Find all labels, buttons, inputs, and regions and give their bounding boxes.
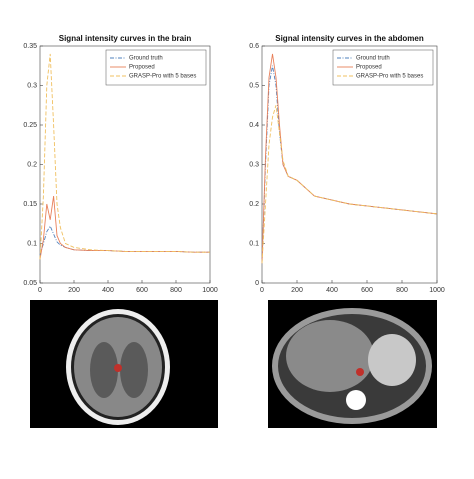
series-line [39, 53, 210, 260]
y-tick-label: 0.4 [249, 122, 259, 129]
x-tick-label: 800 [396, 287, 408, 294]
x-tick-label: 600 [361, 287, 373, 294]
series-line [261, 105, 438, 264]
chart-title: Signal intensity curves in the brain [59, 34, 192, 43]
y-tick-label: 0.6 [249, 43, 259, 50]
y-tick-label: 0.1 [249, 240, 259, 247]
x-tick-label: 400 [102, 287, 114, 294]
x-tick-label: 200 [68, 287, 80, 294]
y-tick-label: 0.1 [27, 240, 37, 247]
x-tick-label: 200 [291, 287, 303, 294]
legend-label: Ground truth [129, 56, 163, 62]
y-tick-label: 0.25 [23, 122, 37, 129]
y-tick-label: 0.5 [249, 82, 259, 89]
x-tick-label: 1000 [429, 287, 445, 294]
x-tick-label: 400 [326, 287, 338, 294]
x-tick-label: 600 [136, 287, 148, 294]
x-tick-label: 0 [260, 287, 264, 294]
abdomen-image [268, 300, 437, 428]
legend-label: Proposed [356, 65, 382, 71]
legend-label: Proposed [129, 65, 155, 71]
legend-box [105, 49, 207, 86]
y-tick-label: 0.05 [23, 280, 37, 287]
plot-area [39, 45, 211, 284]
chart-title: Signal intensity curves in the abdomen [275, 34, 424, 43]
legend-label: Ground truth [356, 56, 390, 62]
x-tick-label: 1000 [202, 287, 218, 294]
x-tick-label: 800 [170, 287, 182, 294]
legend-box [332, 49, 434, 86]
x-tick-label: 0 [38, 287, 42, 294]
series-line [39, 196, 210, 260]
legend-label: GRASP-Pro with 5 bases [129, 74, 196, 80]
y-tick-label: 0 [255, 280, 259, 287]
y-tick-label: 0.2 [27, 161, 37, 168]
y-tick-label: 0.2 [249, 201, 259, 208]
plot-area [261, 45, 438, 284]
y-tick-label: 0.35 [23, 43, 37, 50]
y-tick-label: 0.3 [27, 82, 37, 89]
legend-label: GRASP-Pro with 5 bases [356, 74, 423, 80]
brain-image [30, 300, 218, 428]
y-tick-label: 0.15 [23, 201, 37, 208]
y-tick-label: 0.3 [249, 161, 259, 168]
